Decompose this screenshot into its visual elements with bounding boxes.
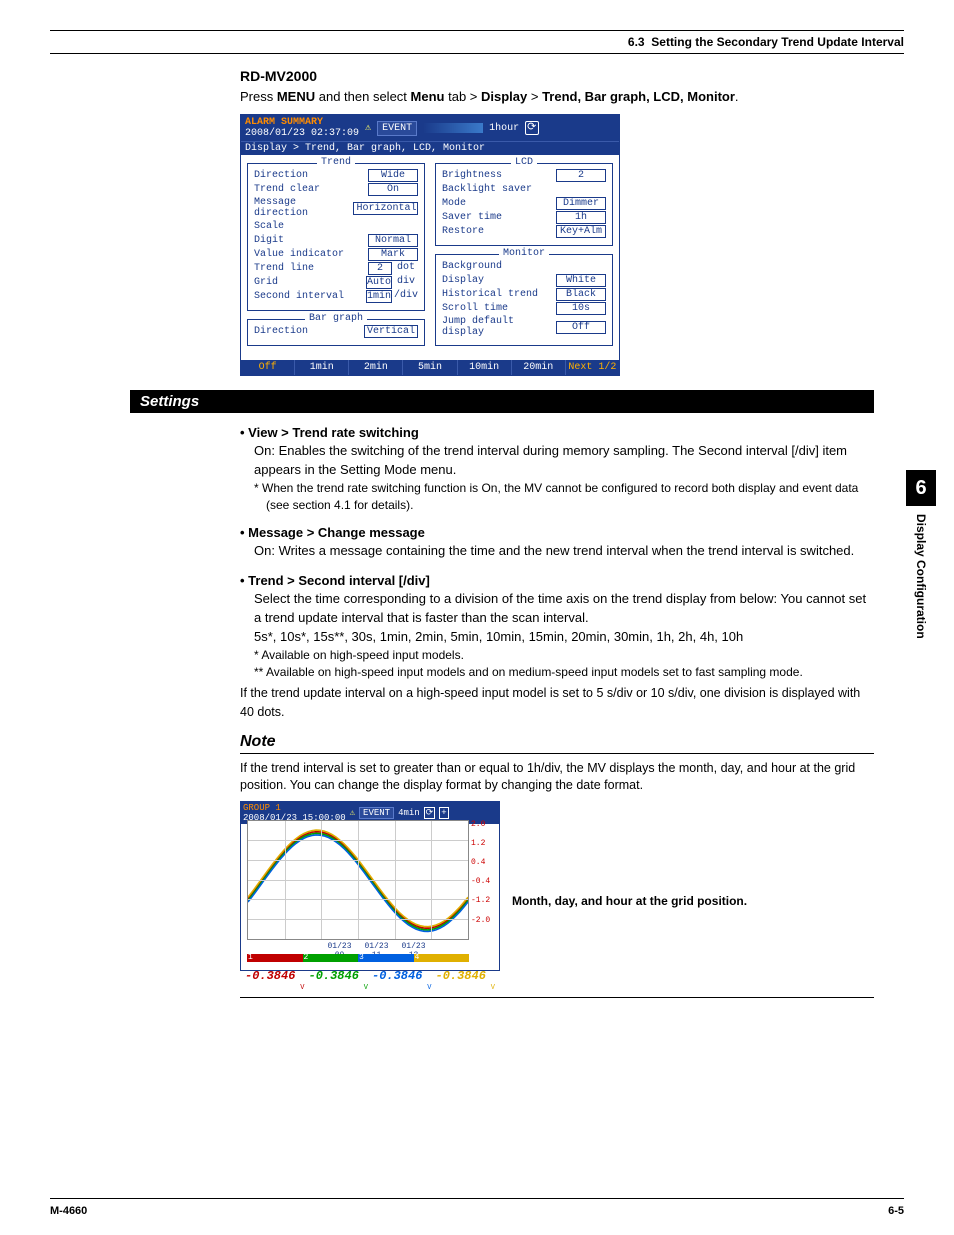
device-heading: RD-MV2000: [240, 68, 874, 84]
note-text: If the trend interval is set to greater …: [240, 760, 874, 795]
softkey-bar: Off1min2min5min10min20minNext 1/2: [241, 360, 619, 375]
bullet-title: Message > Change message: [240, 525, 874, 540]
footnote: * When the trend rate switching function…: [266, 480, 874, 514]
chapter-tab: 6 Display Configuration: [906, 470, 936, 639]
body-text: 5s*, 10s*, 15s**, 30s, 1min, 2min, 5min,…: [254, 628, 874, 647]
figure-annotation: Month, day, and hour at the grid positio…: [512, 901, 747, 910]
footnote: * Available on high-speed input models.: [266, 647, 874, 664]
body-text: On: Enables the switching of the trend i…: [254, 442, 874, 480]
body-text: Select the time corresponding to a divis…: [254, 590, 874, 628]
note-title: Note: [240, 733, 874, 751]
trend-fieldset: Trend DirectionWideTrend clearOnMessage …: [247, 163, 425, 311]
settings-heading: Settings: [130, 390, 874, 413]
device-screenshot: ALARM SUMMARY 2008/01/23 02:37:09 ⚠ EVEN…: [240, 114, 620, 376]
intro-text: Press MENU and then select Menu tab > Di…: [240, 88, 874, 106]
bullet-title: Trend > Second interval [/div]: [240, 573, 874, 588]
body-text: If the trend update interval on a high-s…: [240, 684, 874, 720]
bargraph-fieldset: Bar graph DirectionVertical: [247, 319, 425, 346]
page-header: 6.3 Setting the Secondary Trend Update I…: [50, 35, 904, 53]
breadcrumb: Display > Trend, Bar graph, LCD, Monitor: [241, 141, 619, 155]
trend-figure: GROUP 1 2008/01/23 15:00:00 ⚠ EVENT 4min…: [240, 801, 500, 971]
lcd-fieldset: LCD Brightness2Backlight saverModeDimmer…: [435, 163, 613, 246]
footnote: ** Available on high-speed input models …: [270, 664, 874, 681]
bullet-title: View > Trend rate switching: [240, 425, 874, 440]
page-number: 6-5: [888, 1205, 904, 1217]
body-text: On: Writes a message containing the time…: [254, 542, 874, 561]
monitor-fieldset: Monitor BackgroundDisplayWhiteHistorical…: [435, 254, 613, 346]
doc-id: M-4660: [50, 1205, 87, 1217]
event-badge: EVENT: [377, 121, 417, 136]
refresh-icon: [525, 121, 539, 135]
